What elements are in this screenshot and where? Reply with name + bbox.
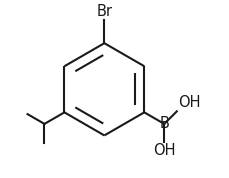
Text: B: B xyxy=(159,116,169,131)
Text: OH: OH xyxy=(152,143,175,158)
Text: Br: Br xyxy=(96,4,112,19)
Text: OH: OH xyxy=(177,95,199,111)
